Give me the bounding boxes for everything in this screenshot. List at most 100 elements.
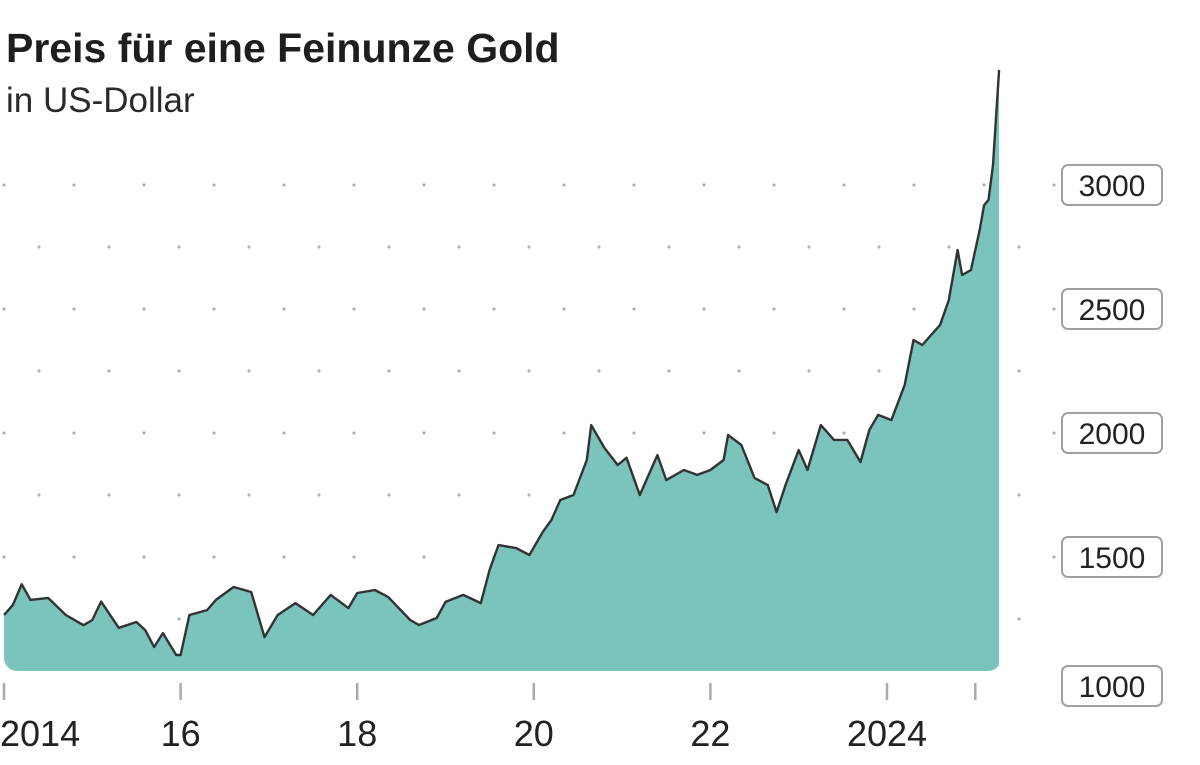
- grid-dot: [72, 183, 76, 187]
- grid-dot: [107, 369, 111, 373]
- grid-dot: [387, 369, 391, 373]
- grid-dot: [247, 369, 251, 373]
- grid-dot: [1052, 431, 1056, 435]
- grid-dot: [877, 245, 881, 249]
- grid-dot: [667, 245, 671, 249]
- x-tick-label: 16: [161, 713, 201, 754]
- grid-dot: [2, 431, 6, 435]
- grid-dot: [282, 431, 286, 435]
- grid-dot: [72, 307, 76, 311]
- y-tick-label-box: [1061, 412, 1163, 454]
- grid-dot: [352, 307, 356, 311]
- grid-dot: [247, 493, 251, 497]
- grid-dot: [492, 307, 496, 311]
- y-axis: 1000 1500 2000 2500 3000: [1061, 164, 1163, 707]
- grid-dot: [212, 555, 216, 559]
- grid-dot: [842, 307, 846, 311]
- grid-dot: [772, 307, 776, 311]
- grid-dot: [702, 431, 706, 435]
- grid-dot: [142, 555, 146, 559]
- grid-dot: [842, 183, 846, 187]
- grid-dot: [387, 493, 391, 497]
- grid-dot: [212, 183, 216, 187]
- chart-subtitle: in US-Dollar: [6, 81, 195, 120]
- grid-dot: [107, 493, 111, 497]
- grid-dot: [142, 431, 146, 435]
- grid-dot: [1052, 183, 1056, 187]
- grid-dot: [807, 245, 811, 249]
- grid-dot: [772, 431, 776, 435]
- grid-dot: [912, 307, 916, 311]
- y-tick-label: 3000: [1079, 170, 1146, 203]
- y-tick-label-box: [1061, 665, 1163, 707]
- grid-dot: [422, 307, 426, 311]
- grid-dot: [492, 183, 496, 187]
- grid-dot: [1017, 245, 1021, 249]
- grid-dot: [632, 431, 636, 435]
- grid-dot: [317, 369, 321, 373]
- y-tick-label-box: [1061, 164, 1163, 206]
- y-tick-label-box: [1061, 536, 1163, 578]
- grid-dot: [737, 369, 741, 373]
- x-axis: 2014 16 18 20 22 2024: [0, 683, 977, 754]
- grid-dot: [807, 369, 811, 373]
- grid-dot: [2, 555, 6, 559]
- grid-dot: [982, 183, 986, 187]
- grid-dot: [142, 307, 146, 311]
- grid-dot: [37, 245, 41, 249]
- grid-dot: [772, 183, 776, 187]
- y-tick-label: 2000: [1079, 418, 1146, 451]
- y-tick-label: 1000: [1079, 671, 1146, 704]
- grid-dot: [562, 307, 566, 311]
- price-area: [4, 69, 1000, 671]
- grid-dot: [597, 245, 601, 249]
- grid-dot: [177, 617, 181, 621]
- grid-dot: [842, 431, 846, 435]
- grid-dot: [212, 307, 216, 311]
- grid-dot: [457, 369, 461, 373]
- grid-dot: [737, 245, 741, 249]
- grid-dot: [457, 493, 461, 497]
- grid-dot: [422, 431, 426, 435]
- grid-dot: [2, 183, 6, 187]
- grid-dot: [527, 369, 531, 373]
- grid-dot: [562, 431, 566, 435]
- grid-dot: [492, 431, 496, 435]
- grid-dot: [142, 183, 146, 187]
- grid-dot: [2, 307, 6, 311]
- grid-dot: [667, 369, 671, 373]
- grid-dot: [177, 245, 181, 249]
- grid-dot: [387, 245, 391, 249]
- grid-dot: [1017, 493, 1021, 497]
- grid-dot: [352, 431, 356, 435]
- grid-dot: [527, 493, 531, 497]
- x-tick-label: 2024: [847, 713, 927, 754]
- grid-dot: [702, 307, 706, 311]
- y-tick-label: 1500: [1079, 542, 1146, 575]
- x-tick-label: 2014: [0, 713, 80, 754]
- grid-dot: [597, 369, 601, 373]
- grid-dot: [632, 307, 636, 311]
- grid-dot: [107, 245, 111, 249]
- grid-dot: [247, 245, 251, 249]
- chart-title: Preis für eine Feinunze Gold: [6, 25, 560, 71]
- grid-dot: [177, 493, 181, 497]
- grid-dot: [1052, 555, 1056, 559]
- grid-dot: [282, 183, 286, 187]
- y-tick-label-box: [1061, 288, 1163, 330]
- grid-dot: [37, 369, 41, 373]
- grid-dot: [1052, 307, 1056, 311]
- grid-dot: [37, 493, 41, 497]
- x-tick-label: 18: [337, 713, 377, 754]
- grid-dot: [527, 245, 531, 249]
- grid-dot: [352, 183, 356, 187]
- grid-dot: [317, 245, 321, 249]
- grid-dot: [282, 307, 286, 311]
- grid-dot: [177, 369, 181, 373]
- x-tick-label: 20: [514, 713, 554, 754]
- x-tick-label: 22: [690, 713, 730, 754]
- grid-dot: [912, 183, 916, 187]
- grid-dot: [1017, 617, 1021, 621]
- grid-dot: [947, 245, 951, 249]
